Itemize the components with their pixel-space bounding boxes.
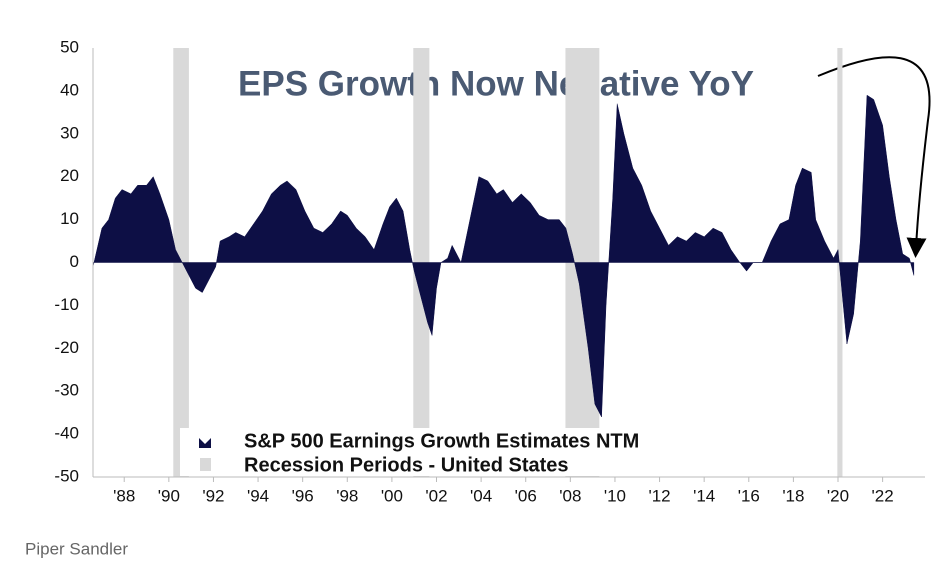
legend-label: S&P 500 Earnings Growth Estimates NTM	[244, 430, 639, 452]
x-tick-label: '96	[292, 486, 314, 505]
y-tick-label: 20	[60, 166, 79, 185]
y-tick-label: 40	[60, 80, 79, 99]
x-tick-label: '98	[336, 486, 358, 505]
x-tick-label: '92	[202, 486, 224, 505]
y-tick-label: -50	[54, 466, 79, 485]
x-tick-label: '22	[872, 486, 894, 505]
x-tick-label: '04	[470, 486, 492, 505]
x-tick-label: '08	[559, 486, 581, 505]
x-tick-label: '00	[381, 486, 403, 505]
x-tick-label: '02	[425, 486, 447, 505]
legend-box	[180, 428, 830, 476]
y-tick-label: 10	[60, 209, 79, 228]
y-tick-label: -20	[54, 338, 79, 357]
x-tick-label: '10	[604, 486, 626, 505]
annotation-arrow	[817, 56, 931, 258]
annotation: EPS Growth Now Negative YoY	[238, 64, 754, 103]
legend-swatch	[199, 438, 211, 448]
x-tick-label: '88	[113, 486, 135, 505]
y-tick-label: -10	[54, 295, 79, 314]
legend-swatch	[200, 458, 211, 471]
x-tick-label: '16	[738, 486, 760, 505]
area	[92, 94, 915, 418]
x-tick-label: '18	[782, 486, 804, 505]
y-tick-label: -30	[54, 381, 79, 400]
x-tick-label: '14	[693, 486, 715, 505]
legend-label: Recession Periods - United States	[244, 454, 569, 476]
source: Piper Sandler	[25, 539, 128, 558]
y-tick-label: -40	[54, 424, 79, 443]
x-tick-label: '06	[515, 486, 537, 505]
y-tick-label: 50	[60, 37, 79, 56]
x-tick-label: '20	[827, 486, 849, 505]
x-tick-label: '90	[158, 486, 180, 505]
x-tick-label: '94	[247, 486, 269, 505]
y-tick-label: 0	[70, 252, 79, 271]
y-tick-label: 30	[60, 123, 79, 142]
x-tick-label: '12	[648, 486, 670, 505]
